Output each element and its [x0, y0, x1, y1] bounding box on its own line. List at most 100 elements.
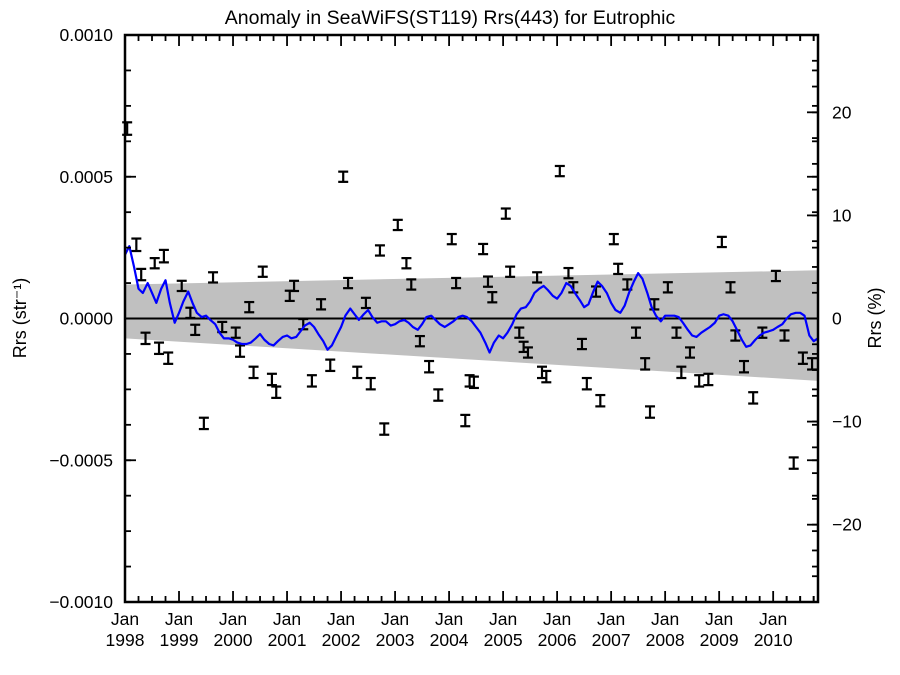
data-point-errorbar	[487, 291, 498, 304]
x-tick-label-month: Jan	[219, 609, 247, 629]
x-tick-label-year: 2005	[484, 630, 523, 650]
data-point-errorbar	[532, 271, 543, 284]
data-point-errorbar	[514, 326, 525, 339]
x-tick-label-month: Jan	[165, 609, 193, 629]
x-tick-label-year: 2000	[214, 630, 253, 650]
data-point-errorbar	[352, 365, 363, 380]
data-point-errorbar	[343, 276, 354, 290]
data-point-errorbar	[230, 326, 241, 339]
x-tick-label-year: 2003	[376, 630, 415, 650]
data-point-errorbar	[374, 244, 385, 257]
y-tick-label-right: −10	[832, 412, 862, 432]
y-tick-label: 0.0000	[59, 309, 113, 329]
data-point-errorbar	[379, 422, 390, 436]
chart-title: Anomaly in SeaWiFS(ST119) Rrs(443) for E…	[225, 7, 676, 29]
data-point-errorbar	[176, 279, 187, 293]
data-point-errorbar	[338, 170, 349, 183]
data-point-errorbar	[730, 329, 741, 342]
confidence-band-shape	[125, 270, 818, 381]
data-point-errorbar	[645, 405, 656, 419]
x-tick-label-year: 2006	[538, 630, 577, 650]
x-axis-tick-labels: Jan1998Jan1999Jan2000Jan2001Jan2002Jan20…	[106, 609, 793, 650]
data-point-errorbar	[154, 341, 165, 356]
data-point-errorbar	[392, 218, 403, 232]
smoothed-series-line	[124, 245, 819, 354]
data-point-errorbar	[608, 232, 619, 246]
data-point-errorbar	[684, 346, 695, 359]
data-point-errorbar	[468, 375, 479, 390]
x-tick-label-year: 1999	[160, 630, 199, 650]
x-tick-label-month: Jan	[489, 609, 517, 629]
data-point-errorbar	[433, 388, 444, 402]
data-point-errorbar	[158, 248, 169, 264]
data-point-errorbar	[788, 456, 799, 470]
y-tick-label-right: 10	[832, 205, 852, 225]
data-point-errorbar	[500, 207, 511, 220]
data-point-errorbar	[325, 358, 336, 373]
data-point-errorbar	[401, 257, 412, 270]
data-point-errorbar	[554, 164, 565, 178]
data-point-errorbar	[640, 357, 651, 371]
x-tick-label-month: Jan	[759, 609, 787, 629]
y-axis-right-tick-labels: 20 10 0 −10 −20	[832, 102, 862, 534]
data-point-errorbar	[649, 298, 660, 311]
y-tick-label: −0.0010	[49, 592, 113, 612]
data-point-errorbar	[576, 337, 587, 351]
smoothed-line-path	[124, 245, 819, 354]
data-point-errorbar	[770, 269, 781, 283]
data-point-errorbar	[406, 278, 417, 291]
x-tick-label-month: Jan	[597, 609, 625, 629]
data-point-errorbar	[289, 279, 300, 293]
data-point-errorbar	[244, 300, 255, 314]
data-point-errorbar	[694, 374, 705, 388]
data-point-errorbar	[797, 351, 808, 365]
data-point-errorbar	[198, 416, 209, 431]
data-point-errorbar	[460, 413, 471, 428]
x-tick-label-year: 2007	[592, 630, 631, 650]
x-tick-label-year: 2009	[700, 630, 739, 650]
x-tick-label-year: 2008	[646, 630, 685, 650]
data-point-errorbar	[630, 326, 641, 339]
data-point-errorbar	[748, 391, 759, 405]
data-point-errorbar	[248, 365, 259, 380]
x-tick-label-month: Jan	[705, 609, 733, 629]
y-tick-label: −0.0005	[49, 450, 113, 470]
data-point-errorbar	[131, 237, 142, 253]
data-point-errorbar	[149, 257, 160, 270]
data-point-errorbar	[208, 271, 219, 284]
data-point-errorbar	[676, 365, 687, 380]
x-tick-label-year: 2002	[322, 630, 361, 650]
data-point-errorbar	[671, 326, 682, 339]
data-point-errorbar	[595, 393, 606, 408]
data-point-errorbar	[235, 344, 246, 358]
data-point-errorbar	[541, 369, 552, 384]
x-tick-label-year: 1998	[106, 630, 145, 650]
y-axis-title-left: Rrs (str⁻¹)	[10, 278, 30, 358]
x-tick-label-year: 2010	[754, 630, 793, 650]
x-tick-label-month: Jan	[273, 609, 301, 629]
x-tick-label-month: Jan	[111, 609, 139, 629]
x-tick-label-month: Jan	[381, 609, 409, 629]
data-point-errorbar	[424, 359, 435, 374]
confidence-band	[125, 270, 818, 381]
x-tick-label-month: Jan	[543, 609, 571, 629]
y-tick-label: 0.0005	[59, 167, 113, 187]
y-tick-label-right: 0	[832, 309, 842, 329]
data-point-errorbar	[306, 374, 317, 388]
data-point-errorbar	[505, 265, 516, 278]
data-point-errorbar	[779, 329, 790, 342]
x-tick-label-month: Jan	[651, 609, 679, 629]
data-point-errorbar	[266, 372, 277, 387]
data-point-errorbar	[478, 242, 489, 256]
data-point-errorbar	[725, 281, 736, 294]
y-axis-title-right: Rrs (%)	[865, 288, 885, 349]
x-tick-label-year: 2001	[268, 630, 307, 650]
x-tick-label-year: 2004	[430, 630, 469, 650]
data-point-errorbar	[257, 265, 268, 278]
data-point-errorbar	[563, 266, 574, 280]
data-point-errorbar	[365, 376, 376, 391]
data-point-errorbar	[716, 235, 727, 249]
data-point-errorbar	[446, 232, 457, 246]
